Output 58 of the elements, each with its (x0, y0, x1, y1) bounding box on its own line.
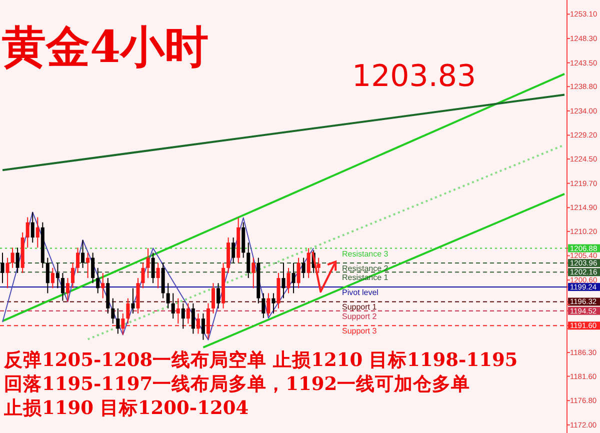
candlestick (56, 262, 60, 289)
candlestick (96, 267, 100, 294)
candlestick (60, 272, 64, 302)
candlestick (286, 267, 290, 294)
candlestick (302, 257, 306, 279)
candlestick (111, 298, 115, 324)
candlestick (30, 212, 34, 244)
candlestick (26, 216, 30, 248)
candlestick (16, 247, 20, 274)
candlestick (131, 288, 135, 314)
candlestick (151, 252, 155, 284)
ref-line-label: Resistance 3 (342, 249, 389, 258)
candlestick (211, 282, 216, 314)
candlestick (156, 262, 160, 289)
annotation: 1203.83 (352, 59, 476, 94)
candlestick (86, 252, 90, 279)
candlestick (262, 292, 266, 319)
candlestick (81, 240, 85, 268)
line-series (2, 212, 314, 340)
candlestick (252, 257, 256, 289)
candlestick (292, 262, 296, 294)
annotation: 止损1190 目标1200-1204 (3, 397, 249, 419)
candlestick (191, 302, 195, 334)
candlestick (91, 252, 95, 284)
candlestick (71, 262, 75, 289)
candlestick (316, 257, 320, 274)
candlestick (10, 247, 14, 268)
candlestick (216, 282, 220, 309)
ref-line-label: Pivot level (342, 288, 379, 297)
candlestick (266, 292, 270, 317)
candlestick (116, 308, 120, 334)
candlestick (141, 262, 145, 289)
candlestick (46, 257, 50, 294)
candlestick (296, 257, 300, 289)
text: 黄金4小时 (2, 22, 209, 73)
candlestick (0, 252, 4, 284)
candlestick (181, 302, 185, 330)
candlestick (232, 237, 236, 264)
candlestick (76, 247, 80, 274)
ref-line-label: Support 2 (342, 312, 378, 321)
annotation: 回落1195-1197一线布局多单，1192一线可加仓多单 (4, 373, 470, 395)
candlestick (246, 242, 250, 279)
ref-line-label: Support 3 (342, 326, 378, 336)
ref-line-label: Support 1 (342, 302, 378, 312)
candlestick (282, 262, 286, 299)
candlestick (272, 292, 276, 314)
candlestick (171, 292, 175, 320)
candlestick (36, 216, 40, 248)
candlestick (201, 312, 205, 340)
candlestick (6, 257, 10, 289)
candlestick (186, 302, 190, 324)
annotation: 反弹1205-1208一线布局空单 止损1210 目标1198-1195 (3, 349, 518, 371)
candlestick (66, 278, 70, 302)
candlestick (146, 248, 150, 279)
candlestick (306, 248, 310, 279)
candlestick (101, 272, 105, 299)
candlestick (50, 267, 54, 289)
candlestick (166, 282, 170, 309)
